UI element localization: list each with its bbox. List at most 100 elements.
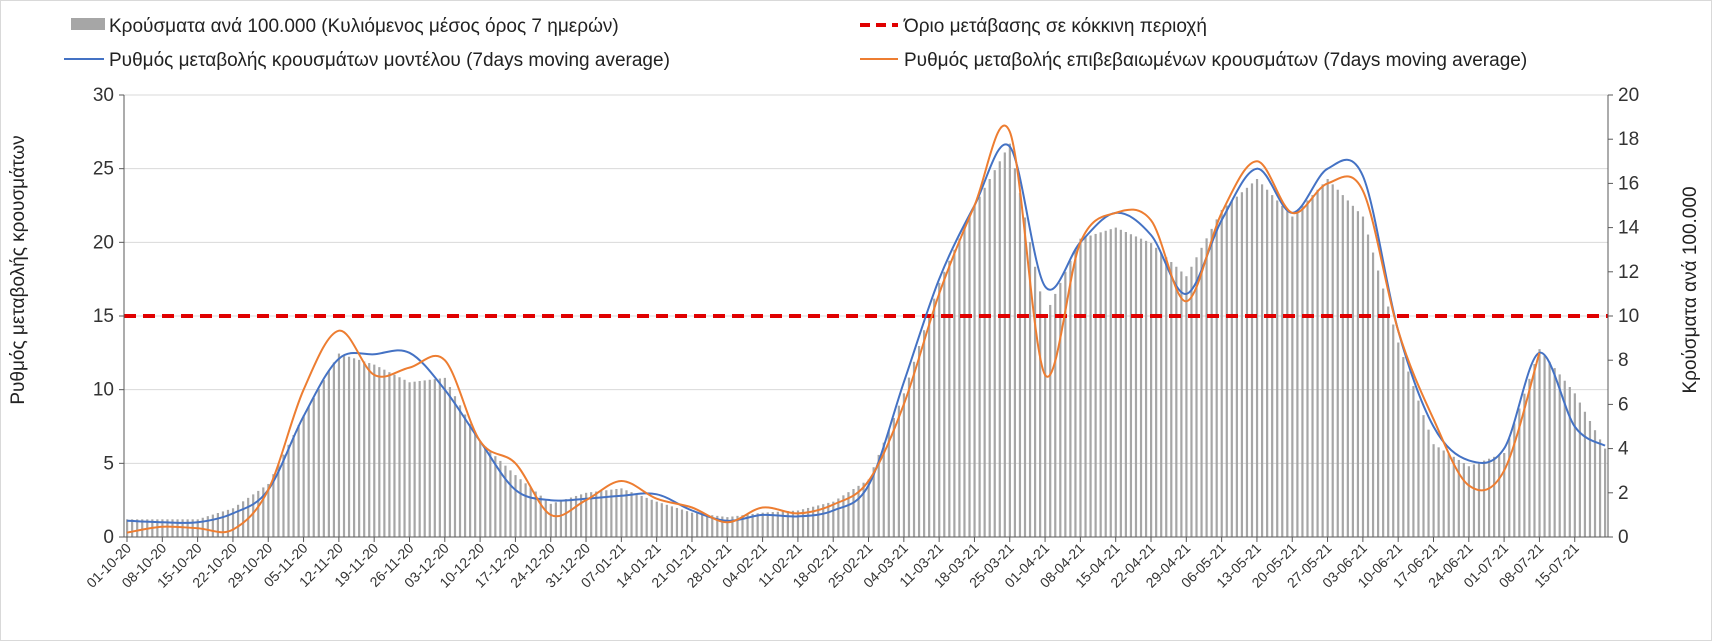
case-bar [1245,187,1249,537]
case-bar [569,497,573,537]
case-bar [1447,453,1450,537]
case-bar [1467,466,1471,537]
case-bar [1165,257,1168,537]
left-y-ticks: 0 5 10 15 20 25 30 [93,85,114,548]
case-bar [1059,282,1062,537]
case-bar [1230,201,1233,537]
case-bar [564,499,568,537]
case-bar [1387,306,1390,537]
case-bar [1604,448,1607,537]
case-bar [307,406,310,537]
case-bar [1377,270,1380,537]
right-tick-label: 8 [1618,350,1629,371]
case-bar [292,435,295,537]
case-bar [1033,266,1037,537]
case-bar [302,415,305,537]
legend-threshold-label: Όριο μετάβασης σε κόκκινη περιοχή [903,16,1207,37]
case-bar [771,512,774,537]
case-bar [796,510,800,537]
case-bar [751,513,754,537]
case-bar [499,460,502,537]
case-bar [1316,189,1319,537]
case-bar [1089,235,1092,537]
case-bar [1104,230,1107,537]
case-bar [645,497,648,537]
case-bar [166,519,169,537]
case-bar [1321,184,1324,537]
case-bar [1518,408,1521,537]
left-tick-label: 15 [93,306,114,327]
case-bar [1356,211,1360,537]
case-bar [267,483,270,537]
case-bar [1220,209,1223,538]
case-bar [1371,252,1375,537]
case-bar [781,511,784,537]
right-tick-label: 6 [1618,394,1629,415]
case-bar [1099,232,1102,538]
case-bar [872,467,875,537]
case-bar [126,519,129,537]
case-bar [1074,249,1077,537]
case-bar [897,405,900,537]
case-bar [1326,178,1329,538]
case-bar [958,238,961,537]
case-bar [675,507,679,537]
case-bar [1422,415,1425,537]
case-bar [1155,247,1158,537]
case-bar [201,517,204,537]
case-bar [590,492,593,537]
case-bar [812,506,815,537]
case-bar [650,499,653,537]
case-bar [383,369,386,537]
case-bar [1412,386,1415,537]
case-bar [1180,271,1183,537]
case-bar [443,377,446,537]
case-bar [973,205,976,537]
case-bar [463,414,467,537]
case-bar [1392,324,1395,537]
case-bar [1018,192,1022,537]
case-bar [1139,238,1143,537]
legend: Κρούσματα ανά 100.000 (Κυλιόμενος μέσος … [64,16,1527,71]
case-bar [297,425,300,537]
legend-confirmed-label: Ρυθμός μεταβολής επιβεβαιωμένων κρουσμάτ… [904,50,1527,71]
case-bar [1538,349,1541,537]
case-bar [393,374,396,537]
case-bar [579,494,583,537]
case-bar [206,516,209,537]
case-bar [242,501,245,537]
case-bar [277,464,280,537]
case-bar [1442,450,1445,537]
case-bar [887,430,890,537]
case-bar [1119,229,1122,537]
case-bar [1472,464,1476,537]
case-bar [1028,242,1032,537]
case-bar [625,490,628,537]
case-bar [716,515,719,537]
left-tick-label: 0 [103,527,114,548]
model-rate-line [126,143,1606,524]
case-bar [701,513,704,537]
case-bar [912,361,916,537]
case-bar [519,479,522,537]
case-bar [1341,195,1344,537]
case-bar [923,330,926,537]
right-tick-label: 4 [1618,439,1629,460]
case-bar [1301,205,1304,537]
case-bar [1296,211,1299,537]
case-bar [988,178,991,538]
case-bar [226,509,230,537]
case-bar [1351,205,1354,537]
case-bar [847,492,850,537]
case-bar [1215,219,1218,538]
case-bar [1271,195,1274,537]
case-bar [398,377,401,537]
case-bar [857,485,860,537]
case-bar [670,506,673,537]
case-bar [1013,168,1017,537]
case-bar [595,491,598,537]
left-tick-label: 30 [93,85,114,106]
right-tick-label: 20 [1618,85,1639,106]
case-bar [574,495,578,537]
left-tick-label: 25 [93,159,114,180]
